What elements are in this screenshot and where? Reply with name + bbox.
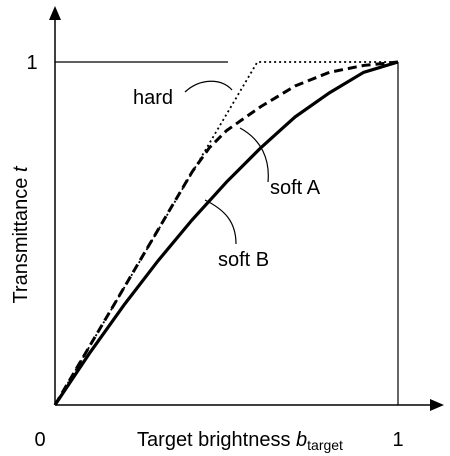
series-line (53, 60, 399, 406)
x-tick-label: 0 (34, 429, 45, 451)
x-axis-label: Target brightness btarget (137, 429, 343, 453)
leader (239, 127, 269, 183)
leader (184, 80, 233, 93)
series-line (53, 60, 399, 406)
y-label-text: Transmittance (10, 178, 32, 304)
annotation: hard (133, 87, 173, 109)
series-line (54, 61, 398, 406)
y-axis-label: Transmittance t (10, 165, 32, 304)
x-tick-label: 1 (392, 429, 403, 451)
x-label-subscript: target (307, 437, 343, 453)
annotation: soft A (270, 177, 321, 199)
leader (204, 199, 237, 245)
y-arrow (49, 6, 61, 20)
x-label-var: b (296, 429, 307, 451)
x-arrow (430, 399, 444, 411)
x-label-text: Target brightness (137, 429, 290, 451)
annotation: soft B (218, 249, 269, 271)
y-tick-label: 1 (26, 52, 37, 74)
y-label-var: t (10, 165, 32, 172)
